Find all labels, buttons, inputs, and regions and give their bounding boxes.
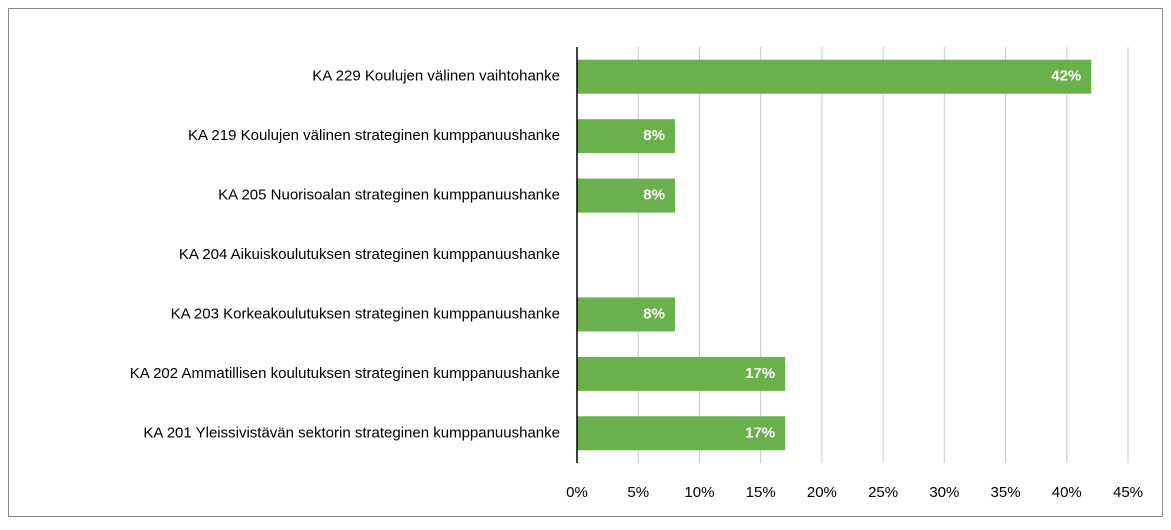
x-tick-label: 20% <box>807 484 837 501</box>
x-tick-label: 40% <box>1052 484 1082 501</box>
bar <box>577 416 786 451</box>
y-tick-label: KA 229 Koulujen välinen vaihtohanke <box>312 68 560 85</box>
x-tick-label: 5% <box>627 484 649 501</box>
x-tick-label: 35% <box>991 484 1021 501</box>
value-label: 17% <box>745 365 775 382</box>
bar <box>577 356 786 391</box>
x-tick-label: 30% <box>929 484 959 501</box>
value-label: 8% <box>643 305 665 322</box>
y-tick-label: KA 204 Aikuiskoulutuksen strateginen kum… <box>179 246 560 263</box>
x-tick-label: 0% <box>566 484 588 501</box>
y-tick-label: KA 202 Ammatillisen koulutuksen strategi… <box>130 365 560 382</box>
y-tick-label: KA 205 Nuorisoalan strateginen kumppanuu… <box>218 187 560 204</box>
x-tick-label: 45% <box>1113 484 1143 501</box>
value-label: 8% <box>643 187 665 204</box>
value-label: 17% <box>745 424 775 441</box>
bar <box>577 178 675 213</box>
x-tick-label: 10% <box>684 484 714 501</box>
bar <box>577 297 675 332</box>
bar <box>577 119 675 154</box>
frame <box>8 8 1163 517</box>
x-tick-label: 15% <box>746 484 776 501</box>
value-label: 8% <box>643 127 665 144</box>
y-tick-label: KA 219 Koulujen välinen strateginen kump… <box>188 127 560 144</box>
y-tick-label: KA 201 Yleissivistävän sektorin strategi… <box>143 424 560 441</box>
y-tick-label: KA 203 Korkeakoulutuksen strateginen kum… <box>171 305 560 322</box>
value-label: 42% <box>1051 68 1081 85</box>
bar <box>577 59 1092 94</box>
x-tick-label: 25% <box>868 484 898 501</box>
